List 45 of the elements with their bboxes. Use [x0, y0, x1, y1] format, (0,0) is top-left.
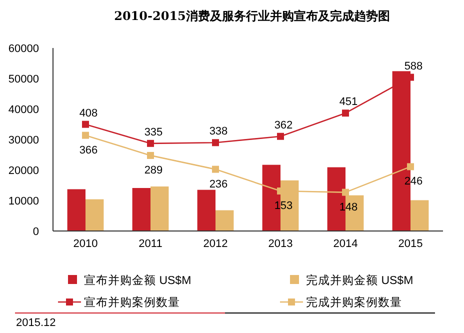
data-label: 362: [274, 119, 293, 132]
bar: [67, 189, 86, 231]
bar: [197, 190, 216, 231]
x-tick-label: 2015: [398, 238, 423, 250]
y-tick-label: 40000: [8, 104, 39, 116]
point: [212, 166, 219, 173]
point: [342, 188, 349, 196]
bar: [216, 210, 234, 231]
y-tick-label: 50000: [8, 74, 39, 86]
legend-label: 宣布并购金额 US$M: [84, 273, 192, 287]
x-tick-label: 2013: [268, 238, 293, 250]
point: [277, 132, 284, 140]
bar: [150, 186, 169, 231]
point: [147, 152, 154, 159]
point: [82, 120, 89, 128]
data-label: 289: [144, 164, 163, 176]
point: [342, 110, 349, 117]
legend-label: 完成并购案例数量: [306, 295, 402, 309]
legend-label: 宣布并购案例数量: [84, 295, 180, 309]
data-label: 236: [209, 178, 228, 190]
y-tick-label: 0: [32, 226, 39, 238]
data-label: 408: [79, 107, 98, 120]
point: [147, 140, 154, 147]
chart-title: 2010-2015消费及服务行业并购宣布及完成趋势图: [114, 9, 390, 23]
bar: [410, 200, 429, 231]
y-tick-label: 20000: [8, 165, 39, 177]
bar: [132, 188, 150, 231]
point: [82, 132, 89, 139]
x-tick-label: 2014: [333, 238, 358, 250]
bar: [86, 199, 104, 231]
x-tick-label: 2011: [138, 238, 162, 250]
y-tick-label: 30000: [8, 134, 39, 146]
data-label: 338: [209, 126, 228, 138]
data-label: 588: [404, 60, 423, 72]
data-label: 451: [339, 96, 358, 108]
legend-label: 完成并购金额 US$M: [306, 273, 414, 287]
x-tick-label: 2010: [73, 238, 98, 250]
y-tick-label: 60000: [8, 43, 39, 55]
y-tick-label: 10000: [8, 196, 39, 208]
point: [407, 163, 414, 170]
text: 2015.12: [16, 317, 56, 329]
point: [212, 139, 219, 146]
data-label: 366: [79, 144, 98, 156]
data-label: 335: [144, 126, 163, 138]
x-tick-label: 2012: [203, 238, 228, 250]
